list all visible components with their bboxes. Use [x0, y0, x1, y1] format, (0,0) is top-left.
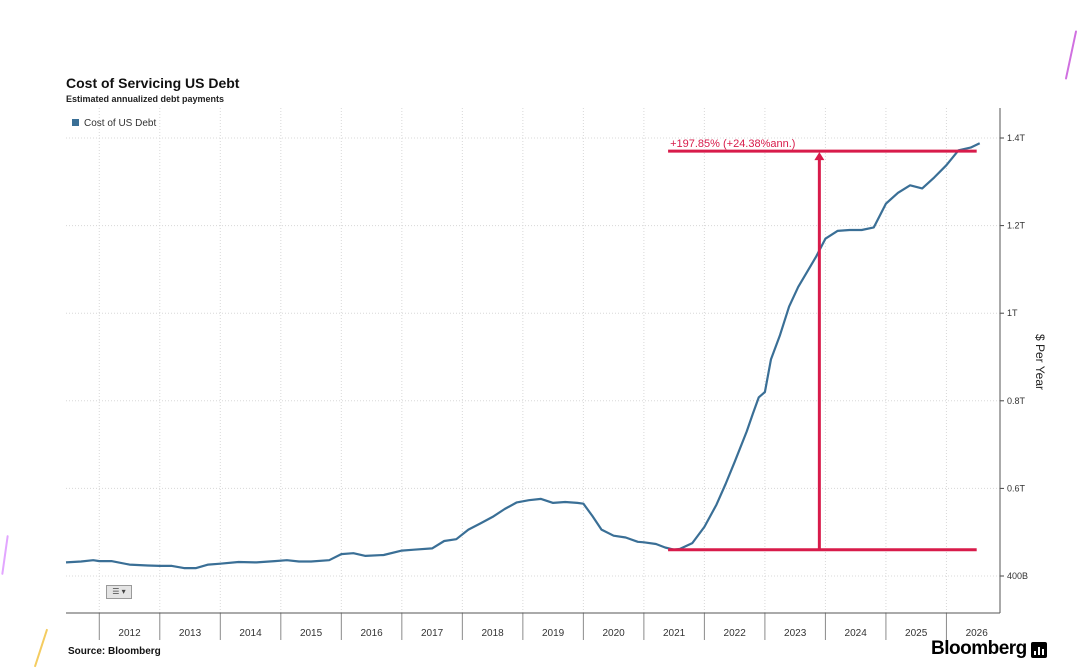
source-text: Source: Bloomberg [68, 646, 161, 657]
y-tick-label: 0.6T [1007, 483, 1026, 493]
x-tick-label: 2019 [542, 628, 565, 639]
y-tick-label: 1.2T [1007, 221, 1026, 231]
x-tick-label: 2014 [239, 628, 262, 639]
x-tick-label: 2013 [179, 628, 202, 639]
bloomberg-logo: Bloomberg [931, 638, 1027, 659]
y-axis-title: $ Per Year [1033, 334, 1047, 390]
legend-swatch [72, 119, 79, 126]
x-tick-label: 2012 [118, 628, 141, 639]
annotation-label: +197.85% (+24.38%ann.) [670, 138, 795, 150]
x-tick-label: 2021 [663, 628, 686, 639]
x-tick-label: 2020 [602, 628, 625, 639]
y-tick-label: 400B [1007, 571, 1028, 581]
y-tick-label: 1.4T [1007, 133, 1026, 143]
x-tick-label: 2024 [845, 628, 868, 639]
chart-menu-button[interactable]: ☰ ▾ [106, 585, 132, 599]
chart-title: Cost of Servicing US Debt [66, 75, 240, 91]
x-tick-label: 2015 [300, 628, 323, 639]
x-tick-label: 2017 [421, 628, 444, 639]
series-line-cost-of-us-debt [65, 142, 981, 570]
bloomberg-mark-icon [1031, 642, 1047, 658]
y-tick-label: 1T [1007, 308, 1018, 318]
x-tick-label: 2023 [784, 628, 807, 639]
x-tick-label: 2018 [481, 628, 504, 639]
x-tick-label: 2025 [905, 628, 928, 639]
x-tick-label: 2022 [724, 628, 747, 639]
x-tick-label: 2016 [360, 628, 383, 639]
legend-label: Cost of US Debt [84, 118, 156, 129]
x-tick-label: 2026 [966, 628, 989, 639]
chart-subtitle: Estimated annualized debt payments [66, 94, 225, 104]
y-tick-label: 0.8T [1007, 396, 1026, 406]
annotation-arrow-head [814, 152, 825, 161]
